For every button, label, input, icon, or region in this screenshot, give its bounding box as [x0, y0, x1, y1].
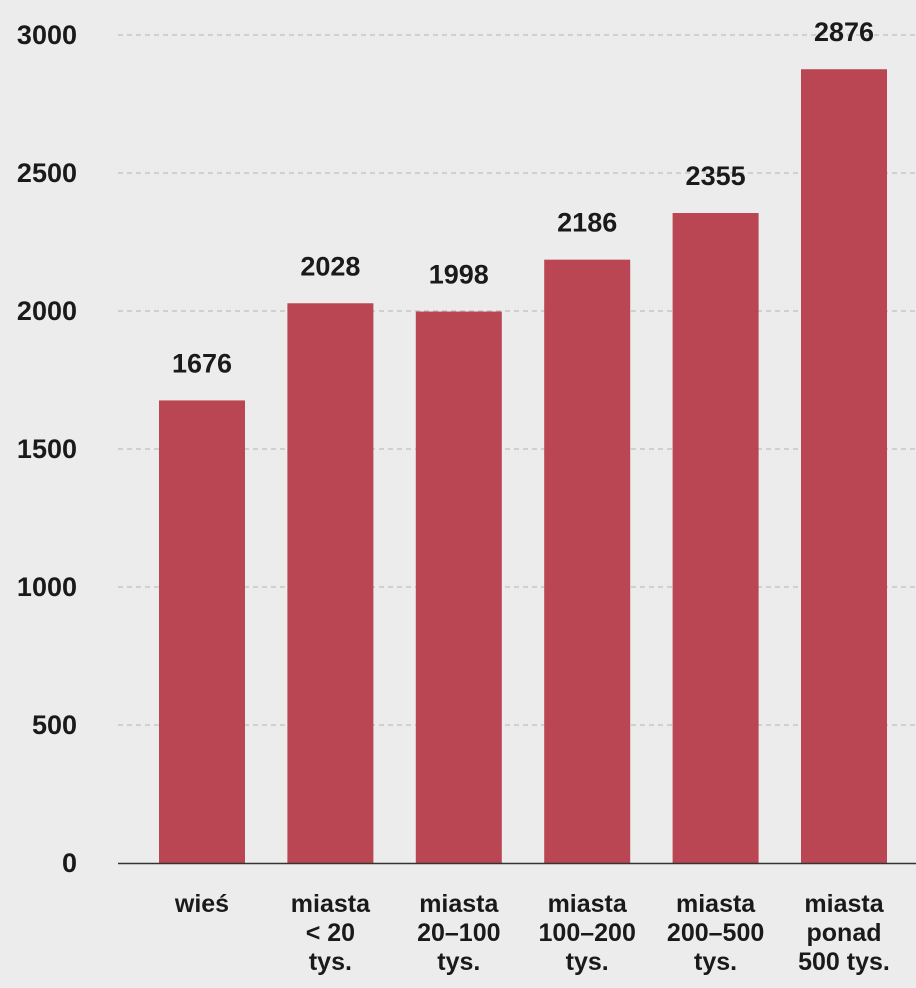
- x-tick-label-line: miasta: [419, 890, 499, 918]
- x-tick-label: miasta < 20 tys.: [291, 890, 371, 976]
- x-tick-label-line: 200–500: [667, 919, 764, 947]
- x-tick-label: miasta 200–500 tys.: [667, 890, 764, 976]
- bars: [159, 69, 887, 864]
- bar-0: [159, 400, 245, 863]
- x-tick-label: wieś: [174, 890, 229, 918]
- data-labels: 1676 2028 1998 2186 2355 2876: [172, 17, 874, 378]
- x-tick-label-line: 500 tys.: [798, 948, 890, 976]
- x-tick-label-line: < 20: [306, 919, 355, 947]
- y-tick-label: 2500: [17, 158, 77, 188]
- data-label: 1676: [172, 348, 232, 378]
- y-tick-label: 2000: [17, 296, 77, 326]
- bar-4: [672, 213, 759, 863]
- x-tick-label-line: miasta: [548, 890, 628, 918]
- data-label: 2028: [300, 251, 360, 281]
- y-tick-label: 1500: [17, 434, 77, 464]
- data-label: 2186: [557, 208, 617, 238]
- x-tick-label-line: miasta: [676, 890, 756, 918]
- gridlines: [118, 34, 916, 726]
- y-tick-label: 1000: [17, 572, 77, 602]
- data-label: 1998: [429, 260, 489, 290]
- x-tick-label-line: wieś: [174, 890, 229, 918]
- bar-1: [287, 303, 374, 864]
- x-tick-label-line: ponad: [807, 919, 882, 947]
- x-tick-label-line: tys.: [437, 948, 480, 976]
- x-tick-label-line: tys.: [309, 948, 352, 976]
- x-tick-label: miasta 100–200 tys.: [539, 890, 636, 976]
- x-tick-label: miasta 20–100 tys.: [417, 890, 500, 976]
- y-tick-label: 3000: [17, 20, 77, 50]
- x-tick-label-line: tys.: [566, 948, 609, 976]
- y-axis-ticks: 0 500 1000 1500 2000 2500 3000: [17, 20, 77, 878]
- y-tick-label: 0: [62, 848, 77, 878]
- x-axis-ticks: wieś miasta < 20 tys.miasta 20–100 tys.miasta…: [174, 890, 890, 976]
- x-tick-label-line: tys.: [694, 948, 737, 976]
- bar-2: [415, 311, 502, 863]
- x-tick-label-line: 20–100: [417, 919, 500, 947]
- x-tick-label-line: 100–200: [539, 919, 636, 947]
- data-label: 2876: [814, 17, 874, 47]
- x-tick-label-line: miasta: [804, 890, 884, 918]
- y-tick-label: 500: [32, 710, 77, 740]
- x-tick-label-line: miasta: [291, 890, 371, 918]
- bar-5: [801, 69, 887, 863]
- bar-3: [544, 259, 631, 863]
- data-label: 2355: [686, 161, 746, 191]
- x-tick-label: miasta ponad 500 tys.: [798, 890, 890, 976]
